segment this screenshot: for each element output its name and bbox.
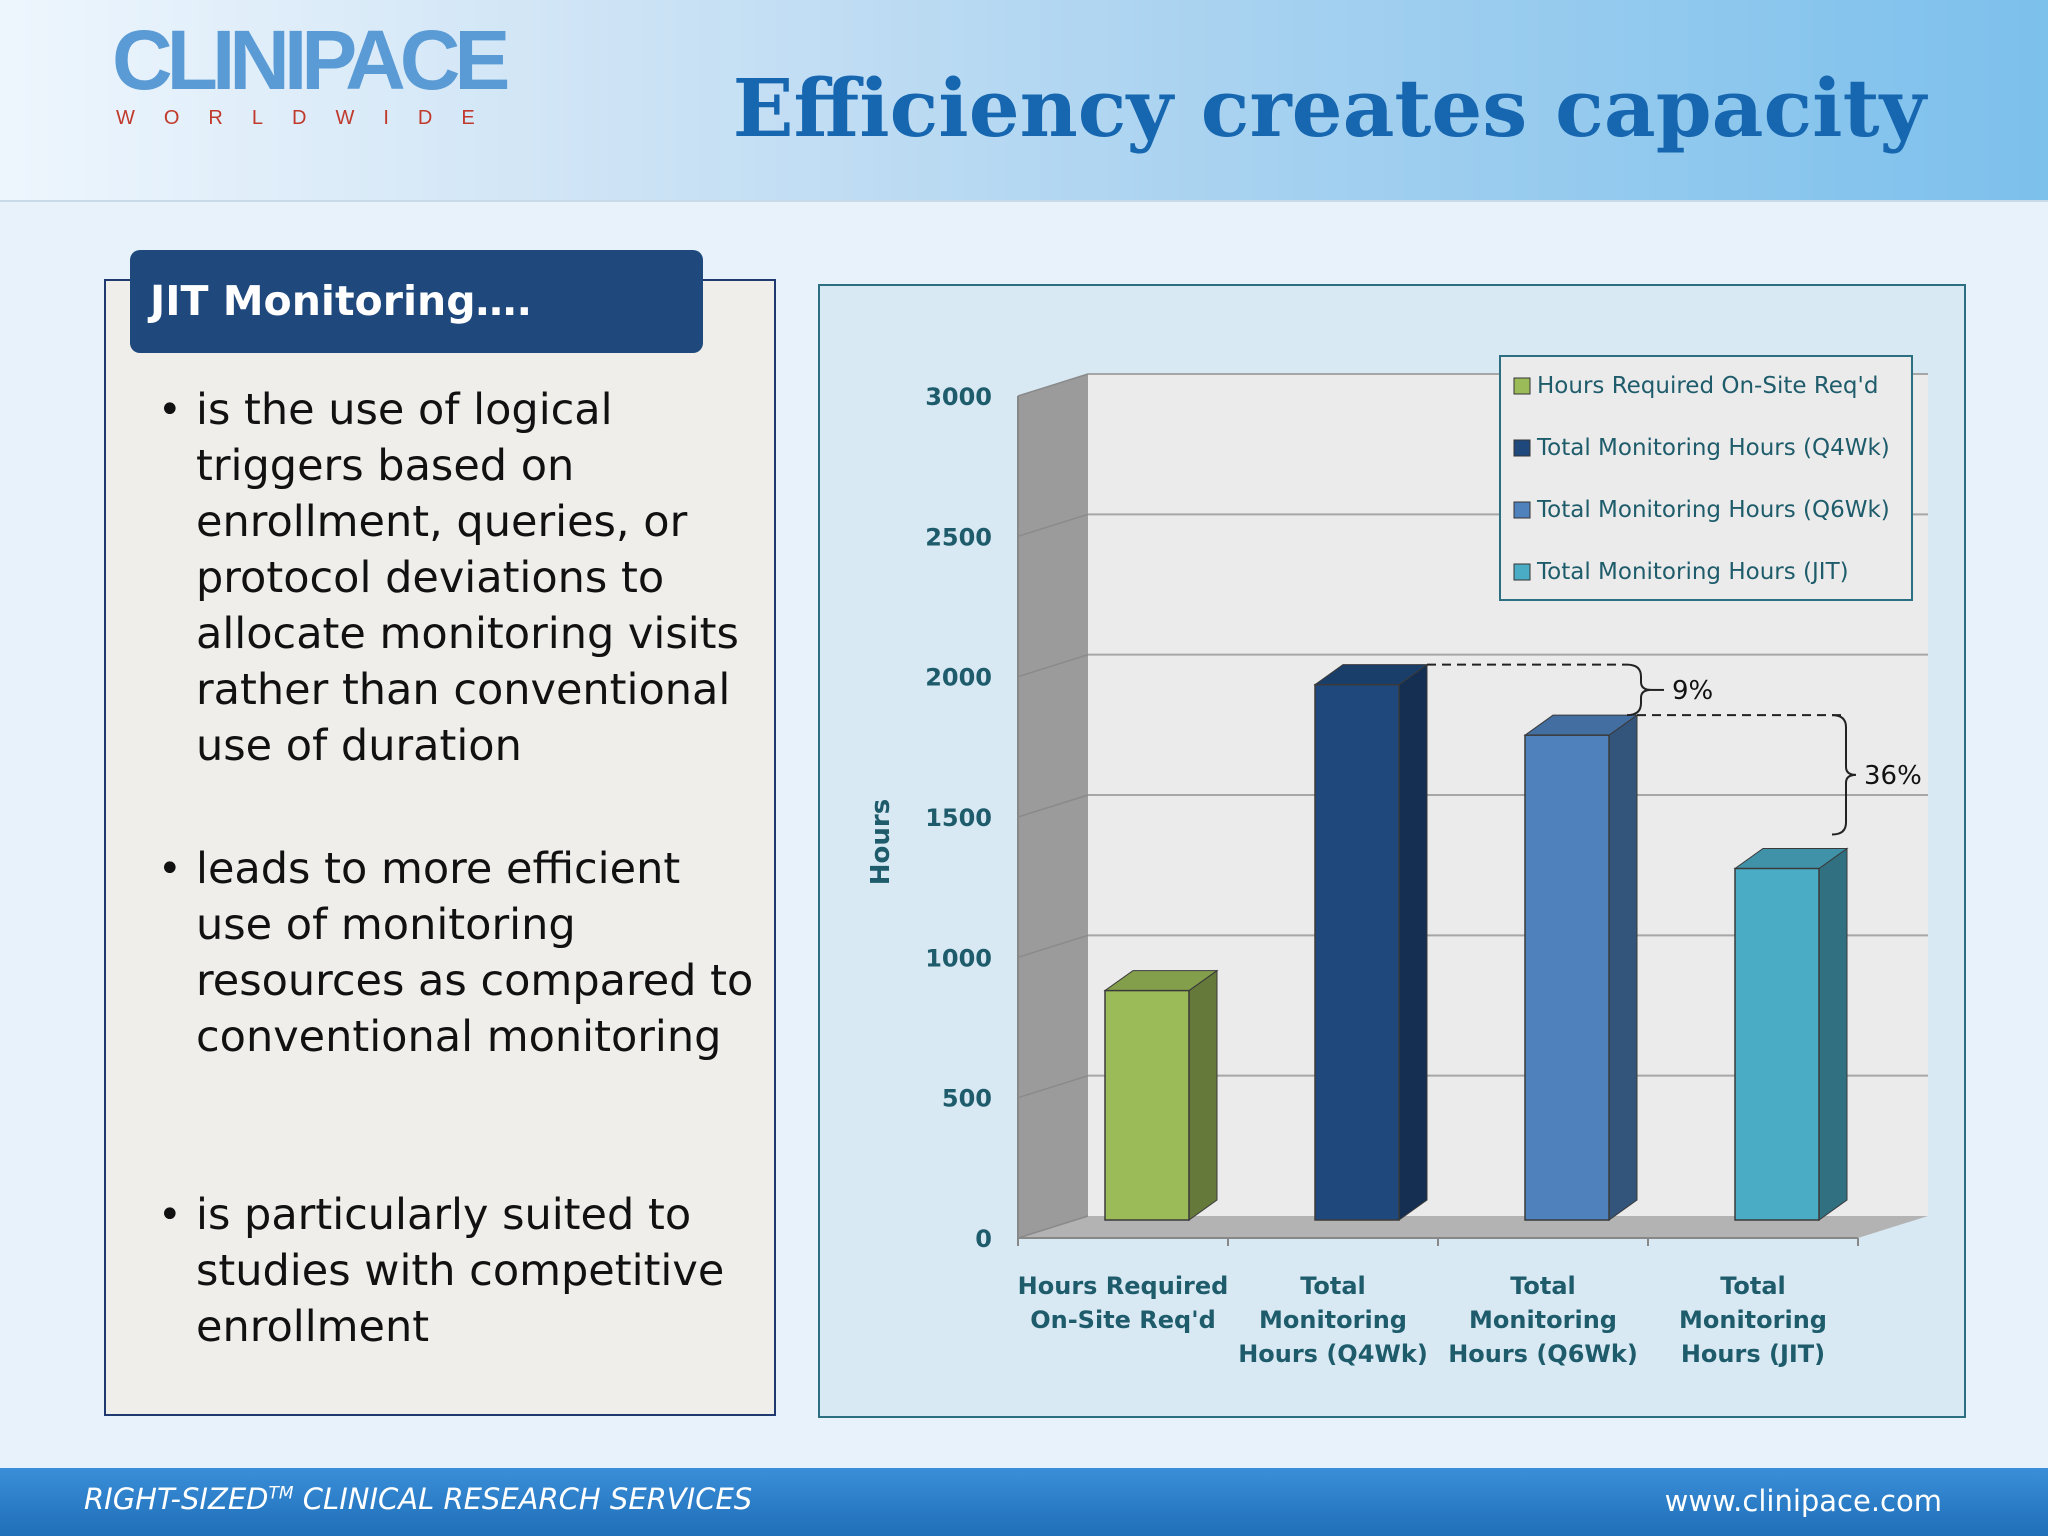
footer-tagline: RIGHT-SIZEDTM CLINICAL RESEARCH SERVICES: [84, 1482, 753, 1516]
bar-chart: 0 500 1000 1500 2000 2500 3000 Hours Hours Requi…: [866, 355, 1928, 1368]
gridline-side: [1017, 653, 1089, 678]
bullet-text: leads to more efficient use of monitorin…: [196, 844, 754, 1062]
legend-swatch: [1513, 501, 1531, 519]
header-banner: CLINIPACE WORLDWIDE Efficiency creates c…: [0, 0, 2048, 202]
bar-side: [1188, 969, 1218, 1221]
bar-2: [1313, 663, 1429, 1221]
text-panel: [104, 279, 776, 1416]
bar-side: [1818, 847, 1848, 1221]
x-category-label: Hours Required On-Site Req'd: [1018, 1272, 1229, 1334]
bullet-text: is the use of logical triggers based on …: [196, 385, 739, 771]
bar-side: [1608, 714, 1638, 1221]
y-tick-label: 1500: [925, 804, 992, 832]
bar-1: [1103, 969, 1219, 1221]
y-tick-label: 3000: [925, 383, 992, 411]
gridline-side: [1017, 373, 1089, 397]
panel-heading: JIT Monitoring….: [130, 250, 703, 353]
bullet-item: • leads to more efficient use of monitor…: [158, 841, 758, 1065]
y-tick-label: 2500: [925, 523, 992, 551]
legend-label: Total Monitoring Hours (Q4Wk): [1536, 435, 1890, 461]
bar-side: [1398, 663, 1428, 1221]
bullet-item: • is the use of logical triggers based o…: [158, 382, 758, 774]
legend-label: Total Monitoring Hours (Q6Wk): [1536, 497, 1890, 523]
legend-box: [1499, 355, 1913, 601]
bullet-dot-icon: •: [158, 1192, 182, 1238]
bullet-item: • is particularly suited to studies with…: [158, 1187, 758, 1355]
chart-floor: [1018, 1216, 1928, 1238]
legend-swatch: [1513, 563, 1531, 581]
x-category-label: Total Monitoring Hours (Q6Wk): [1448, 1272, 1638, 1368]
logo-subtitle: WORLDWIDE: [116, 107, 504, 129]
legend-label: Total Monitoring Hours (JIT): [1536, 559, 1849, 585]
y-tick-label: 0: [975, 1225, 992, 1253]
legend: Hours Required On-Site Req'd Total Monito…: [1499, 355, 1913, 601]
gridline-side: [1017, 934, 1089, 959]
bullet-dot-icon: •: [158, 846, 182, 892]
bullet-text: is particularly suited to studies with c…: [196, 1190, 725, 1352]
legend-swatch: [1513, 377, 1531, 395]
annotation-brace-36: [1831, 714, 1857, 836]
gridline-side: [1017, 1074, 1089, 1099]
bar-3: [1523, 714, 1639, 1221]
legend-label: Hours Required On-Site Req'd: [1537, 373, 1878, 399]
annotation-label: 9%: [1672, 676, 1713, 706]
x-category-label: Total Monitoring Hours (Q4Wk): [1238, 1272, 1428, 1368]
y-tick-label: 1000: [925, 944, 992, 972]
legend-swatch: [1513, 439, 1531, 457]
y-axis-title: Hours: [866, 799, 896, 885]
footer-bar: RIGHT-SIZEDTM CLINICAL RESEARCH SERVICES…: [0, 1468, 2048, 1536]
bar-front: [1734, 867, 1820, 1221]
gridline-side: [1017, 1215, 1089, 1239]
page-title: Efficiency creates capacity: [732, 61, 1926, 155]
y-tick-label: 500: [942, 1085, 992, 1113]
gridline-side: [1017, 794, 1089, 818]
annotation-label: 36%: [1864, 761, 1922, 791]
chart-panel: 0 500 1000 1500 2000 2500 3000 Hours Hours Requi…: [818, 284, 1966, 1418]
bar-front: [1314, 683, 1400, 1221]
x-category-label: Total Monitoring Hours (JIT): [1679, 1272, 1827, 1368]
bar-4: [1733, 847, 1849, 1221]
footer-website: www.clinipace.com: [1664, 1484, 1942, 1518]
gridline-side: [1017, 513, 1089, 538]
bar-front: [1104, 989, 1190, 1221]
logo-wordmark: CLINIPACE: [112, 13, 510, 107]
bullet-dot-icon: •: [158, 387, 182, 433]
bar-front: [1524, 734, 1610, 1221]
y-tick-label: 2000: [925, 664, 992, 692]
clinipace-logo: CLINIPACE WORLDWIDE: [112, 18, 532, 128]
